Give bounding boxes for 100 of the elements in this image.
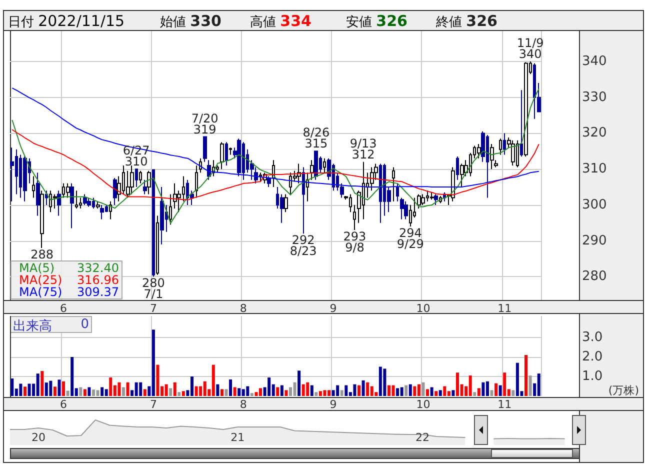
candlestick [87,197,91,208]
annotation: 292 8/23 [290,233,317,258]
annotation: 7/20 319 [191,111,218,136]
candlestick [430,192,434,200]
bar [408,384,412,396]
bar [494,383,498,396]
bar [66,390,70,396]
bar [122,387,125,396]
y-tick-label: 280 [582,269,607,284]
annotation: 9/13 312 [350,136,377,162]
bar [152,330,155,396]
x-tick-label: 7 [150,398,157,411]
text: MA(25) 316.96 [19,273,119,287]
bar [100,387,104,396]
y-tick-label: 290 [582,233,607,248]
candlestick [173,182,177,210]
bar [118,382,121,396]
text: 始値 330 [160,12,222,30]
bar [490,390,494,396]
bar [366,382,370,396]
bar [203,381,206,396]
candlestick [10,147,14,202]
candlestick [520,90,523,158]
candlestick [32,176,35,198]
candlestick [353,204,356,231]
bar [537,374,540,396]
annotation: 8/26 315 [302,126,330,151]
x-tick-label: 11 [498,398,512,411]
candlestick [45,190,48,206]
line-series [12,88,540,224]
bar [430,387,434,396]
x-tick-label: 11 [498,302,512,315]
x-tick-label: 20 [31,431,46,444]
bar [70,356,74,396]
y-tick-label: 310 [582,162,607,177]
bar [242,389,245,396]
x-tick-label: 6 [60,302,68,315]
candlestick [511,140,515,166]
bar [413,386,416,396]
y-tick-label: 300 [582,197,607,212]
candlestick [503,132,506,156]
candlestick [113,178,117,206]
bar [434,391,438,396]
bar [96,390,100,396]
bar [104,389,108,396]
text: MA(75) 309.37 [19,285,119,299]
bar [318,391,322,396]
annotation: 11/9 340 [516,36,544,61]
candlestick [456,156,459,180]
bar [512,390,515,396]
text: 高値 334 [250,12,312,30]
candlestick [392,166,395,202]
y-tick-label: 1.0 [582,368,603,384]
candlestick [323,158,326,174]
x-tick-label: 22 [416,431,430,444]
candlestick [237,138,241,177]
bar [452,390,455,396]
candlestick [160,186,164,245]
bar [298,370,301,396]
bar [246,386,250,396]
y-tick-label: 2.0 [582,349,603,364]
bar [353,384,356,396]
bar [156,364,160,396]
bar [443,386,446,396]
bar [49,380,52,396]
candlestick [147,170,151,195]
bar [370,386,374,396]
bar [233,387,236,396]
candlestick [83,194,87,206]
bar [383,368,386,396]
candlestick [396,182,399,202]
candlestick [135,168,138,188]
bar [58,380,61,396]
bar [216,384,220,396]
bar [340,390,344,396]
candlestick [57,190,61,216]
candlestick [302,166,305,234]
candlestick [36,172,40,216]
y-tick-label: 320 [582,126,607,141]
chart-title: 日付 2022/11/15 [8,12,125,30]
bar [438,390,442,396]
bar [498,385,502,396]
candlestick [272,160,275,188]
candlestick [96,200,100,210]
x-tick-label: 10 [416,302,430,315]
candlestick [75,190,78,210]
bar [220,389,224,396]
candlestick [267,176,271,188]
bar [314,392,318,396]
y-axis-title: (万株) [608,384,640,397]
candlestick [310,160,314,180]
x-tick-label: 8 [240,398,247,411]
bar [400,387,404,396]
bar [79,387,82,396]
bar [23,386,26,396]
annotation: 293 9/8 [343,230,366,255]
candlestick [23,156,27,202]
candlestick [421,194,425,206]
bar [190,376,194,396]
bar [224,389,228,396]
